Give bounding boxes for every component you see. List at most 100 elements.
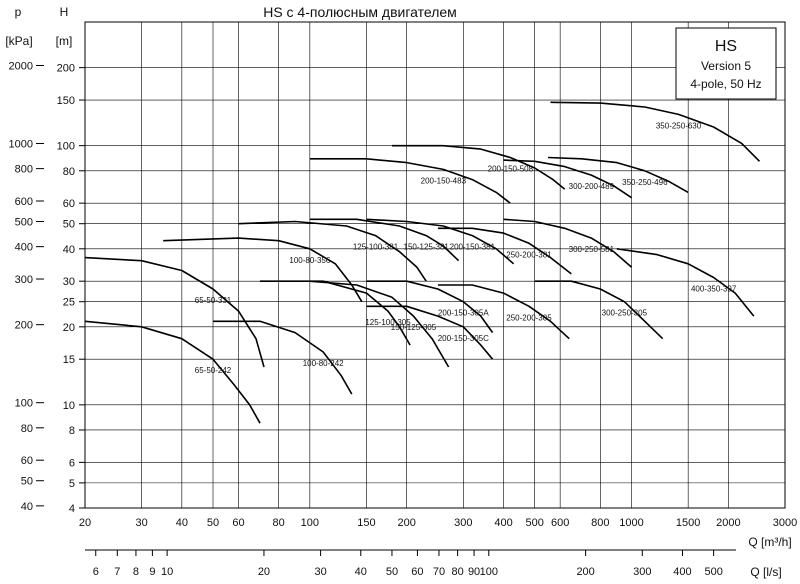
- flow-ls-tick-label: 70: [433, 566, 445, 578]
- flow-ls-tick-label: 7: [114, 566, 120, 578]
- series-150-125-381: [309, 218, 460, 262]
- pressure-tick-label: 80: [21, 423, 33, 435]
- series-200-150-508: [392, 144, 566, 190]
- chart-title: HS с 4-полюсным двигателем: [263, 4, 457, 20]
- flow-m3h-tick-label: 50: [207, 517, 219, 529]
- legend-line-3: 4-pole, 50 Hz: [690, 77, 761, 91]
- head-tick-label: 10: [63, 400, 75, 412]
- pressure-tick-label: 60: [21, 455, 33, 467]
- flow-ls-tick-label: 20: [258, 566, 270, 578]
- series-200-150-305A: [366, 280, 494, 334]
- flow-ls-tick-label: 6: [93, 566, 99, 578]
- series-label-200-150-381: 200-150-381: [450, 243, 496, 252]
- flow-m3h-tick-label: 200: [397, 517, 415, 529]
- series-400-350-397: [616, 248, 755, 317]
- head-tick-label: 20: [63, 322, 75, 334]
- flow-ls-ticks: 6 7 8 9 10 20 30 40 50 60 70 80 90 100 200 300 400 500: [93, 550, 723, 578]
- flow-ls-tick-label: 400: [673, 566, 691, 578]
- series-200-150-305C: [366, 305, 494, 360]
- head-tick-label: 6: [69, 457, 75, 469]
- flow-m3h-tick-label: 500: [526, 517, 544, 529]
- series-350-250-630: [550, 101, 761, 162]
- series-label-125-100-305: 125-100-305: [365, 318, 411, 327]
- flow-ls-tick-label: 50: [386, 566, 398, 578]
- pressure-tick-label: 200: [15, 320, 33, 332]
- head-axis-unit: [m]: [56, 34, 73, 48]
- legend-box: HS Version 5 4-pole, 50 Hz: [675, 27, 777, 100]
- flow-m3h-tick-label: 600: [551, 517, 569, 529]
- flow-m3h-tick-label: 100: [301, 517, 319, 529]
- legend-line-1: HS: [715, 38, 737, 55]
- series-label-200-150-508: 200-150-508: [488, 165, 534, 174]
- head-tick-label: 200: [57, 63, 75, 75]
- series-200-150-381: [366, 218, 515, 265]
- flow-m3h-axis-label: Q [m³/h]: [748, 535, 791, 549]
- series-100-80-356: [163, 237, 363, 303]
- head-tick-label: 8: [69, 425, 75, 437]
- series-250-200-305: [437, 284, 570, 340]
- legend-line-2: Version 5: [701, 59, 751, 73]
- series-250-200-381: [437, 227, 572, 275]
- flow-m3h-tick-label: 80: [273, 517, 285, 529]
- head-tick-label: 30: [63, 276, 75, 288]
- series-label-150-125-381: 150-125-381: [404, 243, 450, 252]
- series-125-100-381: [238, 220, 427, 282]
- pressure-tick-label: 600: [15, 196, 33, 208]
- series-group: 65-50-331 65-50-242 100-80-356 100-80-242 12…: [84, 101, 761, 424]
- pressure-tick-label: 800: [15, 164, 33, 176]
- flow-ls-axis-label: Q [l/s]: [750, 565, 781, 579]
- series-label-200-150-305A: 200-150-305A: [438, 309, 489, 318]
- series-65-50-331: [84, 256, 265, 368]
- legend-frame: [675, 27, 777, 100]
- series-label-350-250-630: 350-250-630: [656, 121, 702, 130]
- flow-ls-tick-label: 90: [468, 566, 480, 578]
- head-tick-label: 100: [57, 141, 75, 153]
- head-tick-label: 40: [63, 244, 75, 256]
- flow-m3h-ticks: 20 30 40 50 60 80 100 150 200 300 400 500 600 800 1000…: [79, 517, 797, 529]
- series-300-200-489: [503, 159, 632, 199]
- head-ticks: 4 5 6 8 10 15 20 25 30 40 50 60 80 100 150 200: [57, 63, 85, 515]
- series-label-300-200-489: 300-200-489: [569, 182, 615, 191]
- series-label-200-150-483: 200-150-483: [421, 176, 467, 185]
- series-125-100-305: [260, 280, 411, 346]
- head-tick-label: 80: [63, 166, 75, 178]
- series-300-250-581: [503, 218, 633, 268]
- pressure-axis-unit: [kPa]: [5, 34, 32, 48]
- flow-m3h-tick-label: 1500: [676, 517, 700, 529]
- flow-m3h-tick-label: 2000: [716, 517, 740, 529]
- head-tick-label: 5: [69, 478, 75, 490]
- head-tick-label: 60: [63, 198, 75, 210]
- pressure-tick-label: 500: [15, 217, 33, 229]
- flow-m3h-tick-label: 30: [136, 517, 148, 529]
- flow-ls-tick-label: 9: [149, 566, 155, 578]
- series-100-80-242: [213, 320, 353, 395]
- pressure-tick-label: 400: [15, 242, 33, 254]
- series-label-250-200-305: 250-200-305: [506, 313, 552, 322]
- head-tick-label: 150: [57, 95, 75, 107]
- flow-m3h-tick-label: 300: [454, 517, 472, 529]
- pressure-tick-label: 300: [15, 274, 33, 286]
- flow-m3h-tick-label: 60: [232, 517, 244, 529]
- flow-ls-tick-label: 40: [355, 566, 367, 578]
- series-label-400-350-397: 400-350-397: [691, 285, 737, 294]
- flow-ls-tick-label: 80: [451, 566, 463, 578]
- series-label-65-50-242: 65-50-242: [195, 366, 232, 375]
- flow-ls-tick-label: 500: [704, 566, 722, 578]
- series-label-350-250-496: 350-250-496: [622, 178, 668, 187]
- head-tick-label: 4: [69, 503, 75, 515]
- flow-ls-tick-label: 30: [314, 566, 326, 578]
- flow-m3h-tick-label: 150: [357, 517, 375, 529]
- flow-m3h-tick-label: 1000: [619, 517, 643, 529]
- flow-ls-tick-label: 60: [411, 566, 423, 578]
- series-350-250-496: [547, 156, 689, 194]
- head-tick-label: 25: [63, 297, 75, 309]
- head-tick-label: 15: [63, 354, 75, 366]
- flow-ls-tick-label: 100: [480, 566, 498, 578]
- flow-m3h-tick-label: 20: [79, 517, 91, 529]
- flow-ls-tick-label: 8: [133, 566, 139, 578]
- pressure-ticks: 40 50 60 80 100 200 300 400 500 600 800 1000 2000: [9, 60, 44, 513]
- pressure-tick-label: 40: [21, 501, 33, 513]
- series-label-100-80-242: 100-80-242: [303, 359, 344, 368]
- pressure-axis-symbol: p: [15, 5, 22, 19]
